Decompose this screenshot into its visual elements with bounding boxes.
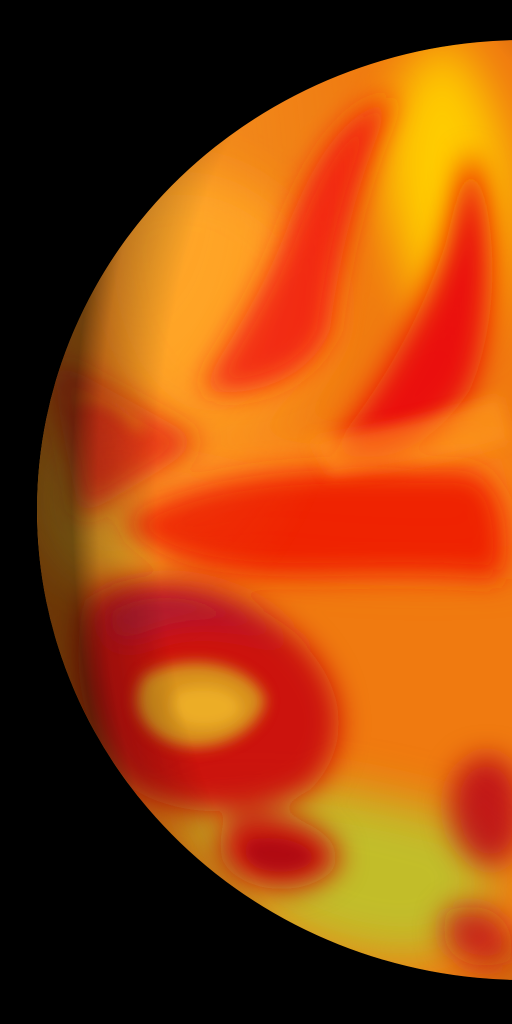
image-scene xyxy=(37,40,512,980)
planet-globe xyxy=(37,40,512,980)
